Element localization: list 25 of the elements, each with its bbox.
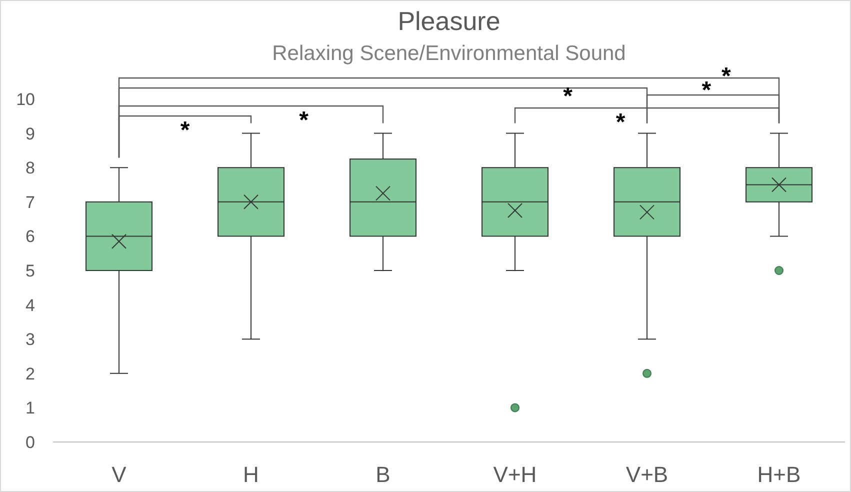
x-tick-label: H bbox=[243, 462, 259, 487]
y-tick-label: 1 bbox=[26, 398, 35, 418]
y-tick-label: 0 bbox=[26, 432, 35, 452]
x-tick-label: V+B bbox=[626, 462, 668, 487]
x-tick-label: V bbox=[112, 462, 127, 487]
chart-subtitle: Relaxing Scene/Environmental Sound bbox=[272, 42, 626, 65]
y-tick-label: 4 bbox=[26, 296, 35, 315]
y-tick-label: 8 bbox=[26, 158, 35, 178]
x-tick-label: B bbox=[376, 462, 390, 487]
y-tick-label: 7 bbox=[26, 192, 35, 212]
y-tick-label: 9 bbox=[26, 124, 35, 144]
y-tick-label: 5 bbox=[26, 261, 35, 280]
annotation: * bbox=[616, 109, 626, 136]
annotation: * bbox=[702, 77, 712, 104]
x-tick-label: H+B bbox=[757, 462, 801, 487]
x-tick-label: V+H bbox=[493, 462, 537, 487]
y-tick-label: 2 bbox=[26, 364, 35, 384]
y-tick-label: 10 bbox=[16, 90, 35, 109]
annotation: * bbox=[180, 117, 190, 144]
chart-title: Pleasure bbox=[398, 6, 500, 36]
y-tick-label: 3 bbox=[26, 330, 35, 350]
annotation: * bbox=[563, 83, 574, 110]
text: * bbox=[722, 63, 732, 90]
annotation: * bbox=[299, 107, 310, 134]
y-tick-label: 6 bbox=[26, 227, 35, 246]
